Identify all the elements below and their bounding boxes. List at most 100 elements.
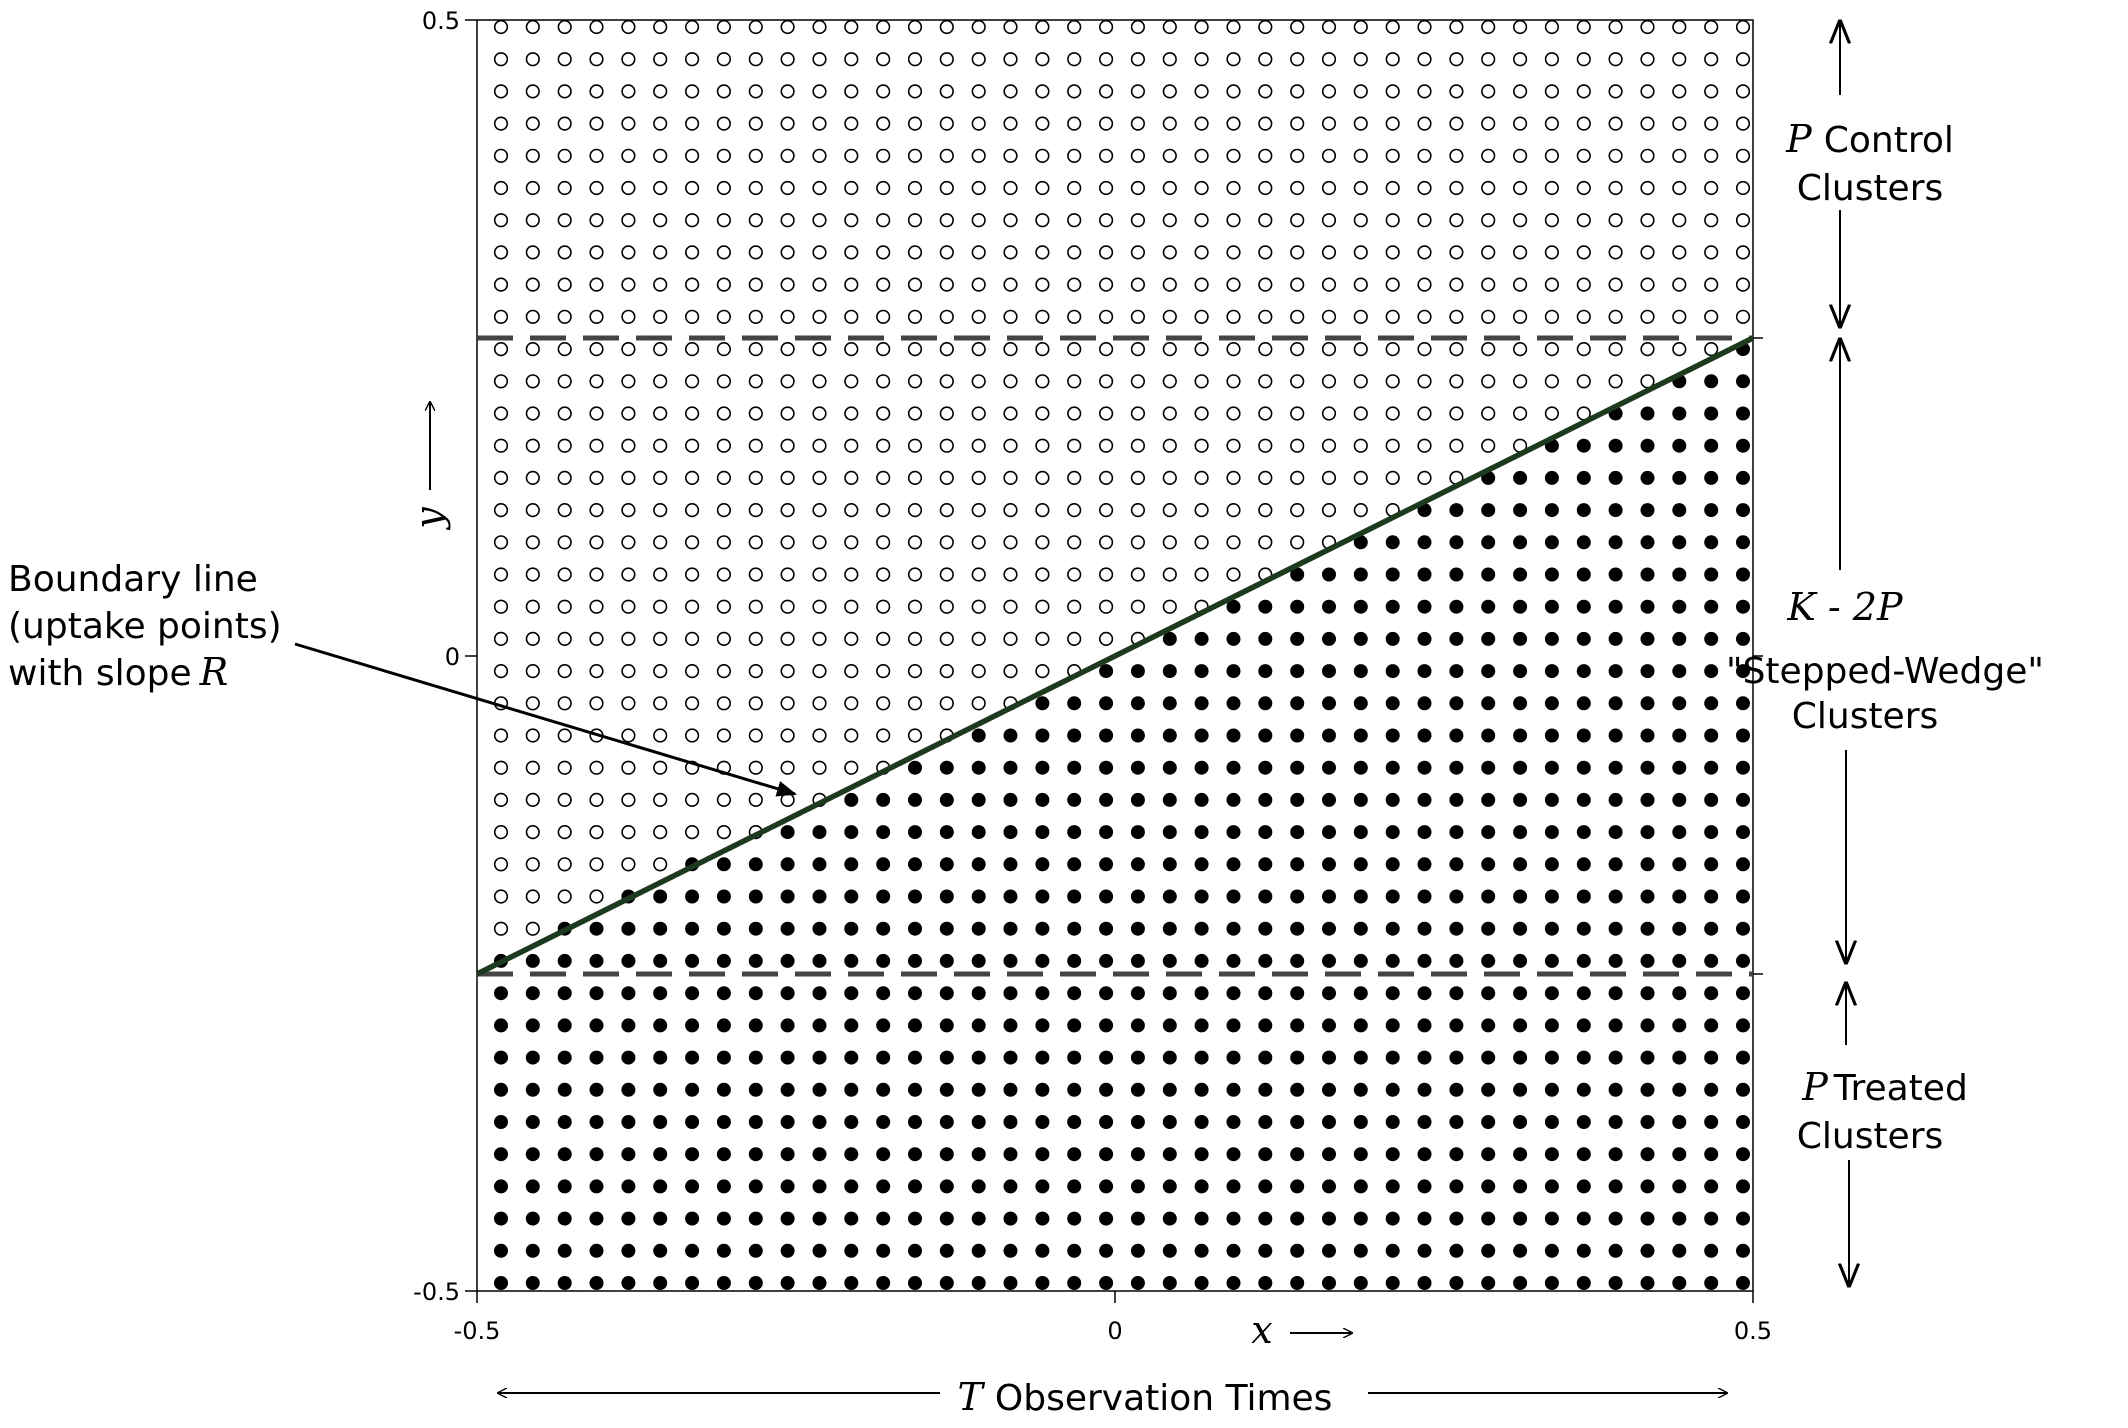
treated-observation-dot bbox=[1130, 1082, 1145, 1097]
treated-observation-dot bbox=[1481, 567, 1496, 582]
treated-observation-dot bbox=[1162, 857, 1177, 872]
treated-observation-dot bbox=[1258, 1115, 1273, 1129]
treated-observation-dot bbox=[1290, 792, 1305, 807]
control-observation-dot bbox=[1449, 180, 1464, 196]
control-observation-dot bbox=[971, 470, 986, 486]
treated-observation-dot bbox=[812, 1115, 827, 1129]
control-observation-dot bbox=[748, 213, 763, 228]
control-observation-dot bbox=[1003, 535, 1018, 550]
control-observation-dot bbox=[525, 19, 540, 35]
treated-observation-dot bbox=[1481, 792, 1496, 807]
treated-observation-dot bbox=[1608, 1211, 1623, 1226]
control-observation-dot bbox=[1194, 52, 1209, 67]
control-observation-dot bbox=[1226, 406, 1241, 421]
control-observation-dot bbox=[1258, 148, 1273, 163]
control-observation-dot bbox=[1003, 116, 1018, 131]
treated-observation-dot bbox=[939, 1115, 954, 1129]
control-observation-dot bbox=[1704, 84, 1719, 99]
control-observation-dot bbox=[684, 696, 700, 711]
control-observation-dot bbox=[1162, 309, 1177, 324]
control-observation-dot bbox=[1481, 84, 1496, 99]
treated-observation-dot bbox=[1290, 567, 1305, 582]
treated-observation-dot bbox=[1035, 921, 1050, 936]
control-observation-dot bbox=[1544, 213, 1559, 228]
control-observation-dot bbox=[1321, 84, 1337, 99]
control-observation-dot bbox=[589, 19, 604, 35]
control-observation-dot bbox=[1576, 19, 1591, 35]
control-observation-dot bbox=[1640, 148, 1655, 163]
treated-observation-dot bbox=[1067, 1082, 1082, 1097]
control-observation-dot bbox=[684, 438, 700, 453]
control-observation-dot bbox=[780, 180, 795, 196]
control-observation-dot bbox=[716, 728, 732, 743]
treated-observation-dot bbox=[1353, 986, 1368, 1001]
control-observation-dot bbox=[1481, 245, 1496, 260]
treated-observation-dot bbox=[1099, 889, 1114, 904]
treated-observation-dot bbox=[1099, 1018, 1114, 1033]
treated-observation-dot bbox=[1353, 1082, 1368, 1097]
treated-observation-dot bbox=[1672, 503, 1687, 518]
treated-observation-dot bbox=[621, 1147, 636, 1162]
control-observation-dot bbox=[716, 180, 732, 196]
control-observation-dot bbox=[812, 213, 827, 228]
control-observation-dot bbox=[589, 696, 604, 711]
control-observation-dot bbox=[876, 245, 891, 260]
treated-observation-dot bbox=[908, 986, 922, 1001]
y-tick-label: 0.5 bbox=[422, 7, 460, 35]
control-observation-dot bbox=[1608, 84, 1623, 99]
treated-observation-dot bbox=[908, 1018, 922, 1033]
control-observation-dot bbox=[1258, 19, 1273, 35]
control-observation-dot bbox=[1130, 245, 1145, 260]
treated-observation-dot bbox=[1290, 1050, 1305, 1065]
treated-observation-dot bbox=[1003, 1243, 1018, 1258]
treated-observation-dot bbox=[1194, 1179, 1209, 1194]
cluster-observation-grid bbox=[493, 19, 1751, 1290]
treated-observation-dot bbox=[1513, 535, 1528, 550]
treated-observation-dot bbox=[812, 921, 827, 936]
control-observation-dot bbox=[1672, 180, 1687, 196]
treated-observation-dot bbox=[1226, 1211, 1241, 1226]
control-observation-dot bbox=[1258, 84, 1273, 99]
treated-observation-dot bbox=[1544, 1243, 1559, 1258]
treated-observation-dot bbox=[1067, 760, 1082, 775]
treated-observation-dot bbox=[1035, 792, 1050, 807]
treated-observation-dot bbox=[1417, 664, 1432, 679]
treated-observation-dot bbox=[908, 1082, 922, 1097]
control-observation-dot bbox=[1449, 84, 1464, 99]
control-observation-dot bbox=[1576, 148, 1591, 163]
treated-observation-dot bbox=[971, 1276, 986, 1290]
control-observation-dot bbox=[716, 567, 732, 582]
treated-observation-dot bbox=[685, 1243, 700, 1258]
treated-observation-dot bbox=[1130, 1179, 1145, 1194]
treated-observation-dot bbox=[1672, 438, 1687, 453]
control-observation-dot bbox=[621, 148, 636, 163]
control-observation-dot bbox=[1258, 52, 1273, 67]
treated-observation-dot bbox=[971, 728, 986, 743]
control-observation-dot bbox=[812, 728, 827, 743]
control-observation-dot bbox=[525, 535, 540, 550]
treated-observation-dot bbox=[1672, 825, 1687, 840]
treated-observation-dot bbox=[685, 986, 700, 1001]
control-observation-dot bbox=[907, 52, 923, 67]
treated-observation-dot bbox=[780, 1082, 795, 1097]
control-observation-dot bbox=[1321, 245, 1337, 260]
treated-observation-dot bbox=[1099, 921, 1114, 936]
control-observation-dot bbox=[1512, 19, 1528, 35]
treated-observation-dot bbox=[1417, 986, 1432, 1001]
treated-observation-dot bbox=[1576, 953, 1591, 968]
treated-observation-dot bbox=[1704, 825, 1719, 840]
treated-observation-dot bbox=[1481, 696, 1496, 711]
treated-observation-dot bbox=[1449, 503, 1464, 518]
control-observation-dot bbox=[716, 824, 732, 840]
control-observation-dot bbox=[1290, 213, 1305, 228]
control-observation-dot bbox=[1098, 406, 1114, 421]
treated-observation-dot bbox=[844, 1050, 859, 1065]
treated-observation-dot bbox=[1672, 728, 1687, 743]
control-observation-dot bbox=[1735, 116, 1751, 131]
control-observation-dot bbox=[557, 470, 572, 486]
treated-observation-dot bbox=[844, 1179, 859, 1194]
control-observation-dot bbox=[1162, 180, 1177, 196]
control-observation-dot bbox=[812, 599, 827, 614]
treated-observation-dot bbox=[1290, 889, 1305, 904]
control-observation-dot bbox=[1544, 52, 1559, 67]
